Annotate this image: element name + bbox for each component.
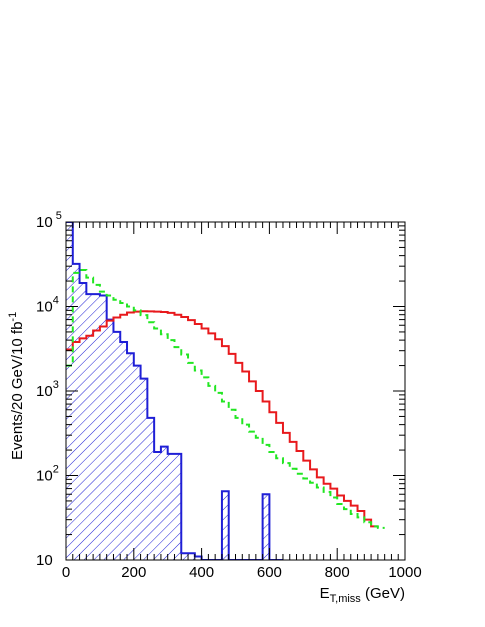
tick-layer xyxy=(65,222,406,561)
y-tick-label: 10 5 xyxy=(36,210,62,231)
y-axis-title-main: Events/20 GeV/10 fb xyxy=(9,322,26,460)
y-tick-exponent: 3 xyxy=(53,379,59,391)
x-tick-label: 0 xyxy=(62,564,70,581)
y-tick-label: 103 xyxy=(36,379,59,400)
x-tick-label: 800 xyxy=(325,564,350,581)
x-tick-labels: 0 200 400 600 800 1000 xyxy=(62,564,422,581)
y-tick-exponent: 5 xyxy=(53,210,62,222)
x-axis-title-unit: (GeV) xyxy=(361,585,405,602)
series-1-line xyxy=(66,310,378,528)
y-tick-base: 10 xyxy=(36,214,53,231)
y-tick-label: 104 xyxy=(36,295,59,316)
x-tick-label: 1000 xyxy=(388,564,421,581)
y-axis-title: Events/20 GeV/10 fb-1 xyxy=(7,312,26,460)
x-tick-label: 200 xyxy=(121,564,146,581)
x-tick-label: 400 xyxy=(189,564,214,581)
y-tick-exponent: 2 xyxy=(53,464,59,476)
y-axis-title-sup: -1 xyxy=(7,312,19,322)
y-tick-base: 10 xyxy=(36,383,53,400)
y-tick-label: 10 xyxy=(36,552,53,569)
y-tick-exponent: 4 xyxy=(53,295,59,307)
y-tick-base: 10 xyxy=(36,552,53,569)
y-tick-label: 102 xyxy=(36,464,59,485)
x-axis-title: ET,miss (GeV) xyxy=(320,585,405,605)
series-0-hatch-fill xyxy=(66,222,283,560)
series-2-line xyxy=(66,269,385,529)
x-axis-title-main: E xyxy=(320,585,330,602)
series-0-line xyxy=(66,222,283,560)
x-tick-label: 600 xyxy=(257,564,282,581)
x-axis-title-sub: T,miss xyxy=(330,593,362,605)
series-layer xyxy=(66,222,385,560)
y-tick-base: 10 xyxy=(36,299,53,316)
y-tick-base: 10 xyxy=(36,468,53,485)
